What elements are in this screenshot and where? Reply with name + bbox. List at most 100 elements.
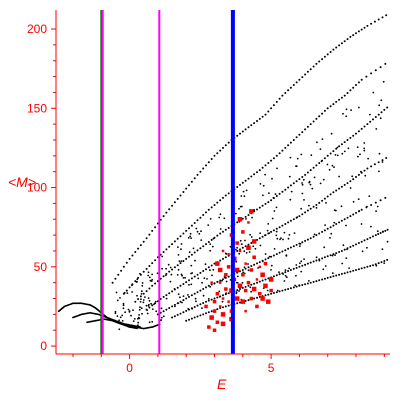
black-point (203, 277, 206, 279)
black-point (293, 232, 296, 235)
black-point (178, 260, 181, 262)
black-point (250, 283, 253, 286)
black-point (272, 229, 275, 232)
red-point (212, 328, 217, 332)
black-point (151, 284, 154, 287)
black-point (299, 262, 301, 265)
black-point (372, 118, 374, 121)
black-point (250, 242, 253, 244)
black-point (381, 161, 384, 163)
x-tick-label: 5 (268, 361, 275, 375)
black-point (370, 165, 373, 168)
black-point (284, 249, 287, 252)
black-point (287, 288, 290, 290)
black-point (333, 221, 336, 224)
black-point (292, 245, 295, 248)
black-point (341, 262, 344, 265)
black-point (264, 278, 267, 281)
black-point (340, 272, 343, 275)
black-point (209, 269, 211, 272)
black-point (216, 234, 219, 237)
black-point (332, 224, 335, 227)
black-point (258, 117, 261, 120)
black-point (180, 260, 183, 262)
black-point (202, 288, 205, 290)
black-point (346, 182, 349, 185)
black-point (380, 99, 383, 102)
black-point (241, 281, 244, 284)
black-point (188, 279, 190, 282)
black-point (139, 301, 142, 303)
black-point (250, 124, 253, 127)
black-point (207, 299, 210, 302)
black-point (196, 173, 199, 176)
black-point (359, 153, 361, 156)
black-point (241, 130, 244, 133)
red-point (235, 241, 239, 245)
black-point (332, 275, 335, 278)
black-point (187, 294, 189, 296)
black-point (379, 117, 382, 120)
black-point (357, 130, 360, 133)
black-point (378, 104, 381, 107)
black-point (177, 302, 180, 304)
black-point (245, 218, 247, 220)
black-point (349, 89, 352, 92)
black-point (195, 227, 198, 230)
red-point (260, 296, 265, 301)
black-point (278, 226, 281, 229)
black-point (321, 112, 324, 115)
black-point (324, 265, 327, 267)
black-point (275, 230, 278, 233)
black-point (179, 284, 182, 287)
black-point (301, 76, 304, 79)
black-point (171, 204, 174, 207)
red-point (218, 281, 222, 284)
black-point (154, 300, 157, 303)
black-point (363, 125, 366, 128)
black-point (310, 154, 313, 157)
black-point (153, 303, 155, 306)
black-point (309, 123, 312, 126)
black-point (375, 264, 378, 267)
black-point (368, 195, 371, 198)
black-point (274, 193, 277, 196)
black-point (188, 184, 190, 187)
black-point (190, 224, 193, 227)
black-point (270, 199, 273, 202)
red-point (237, 217, 243, 222)
black-point (165, 297, 168, 300)
red-point (249, 209, 254, 214)
black-point (321, 58, 324, 61)
black-point (332, 48, 335, 51)
black-point (256, 208, 258, 211)
black-point (355, 132, 357, 135)
black-point (162, 310, 165, 313)
red-point (251, 239, 257, 244)
black-point (190, 283, 193, 286)
black-point (138, 314, 141, 316)
black-point (148, 287, 151, 290)
black-point (295, 266, 298, 269)
black-point (321, 230, 324, 233)
y-tick-label: 100 (27, 181, 47, 195)
black-point (345, 257, 348, 259)
black-point (241, 286, 244, 289)
black-point (138, 308, 141, 311)
black-point (250, 290, 253, 293)
black-point (381, 159, 384, 162)
black-point (331, 254, 334, 257)
black-point (213, 154, 216, 157)
red-point (212, 309, 217, 313)
black-point (377, 233, 380, 235)
black-point (160, 316, 163, 319)
black-point (267, 223, 270, 225)
black-point (224, 228, 227, 231)
black-point (162, 295, 165, 298)
black-point (239, 239, 242, 242)
black-point (227, 141, 230, 144)
black-point (144, 296, 146, 298)
black-point (150, 302, 153, 305)
black-point (114, 310, 117, 313)
black-point (312, 65, 315, 68)
